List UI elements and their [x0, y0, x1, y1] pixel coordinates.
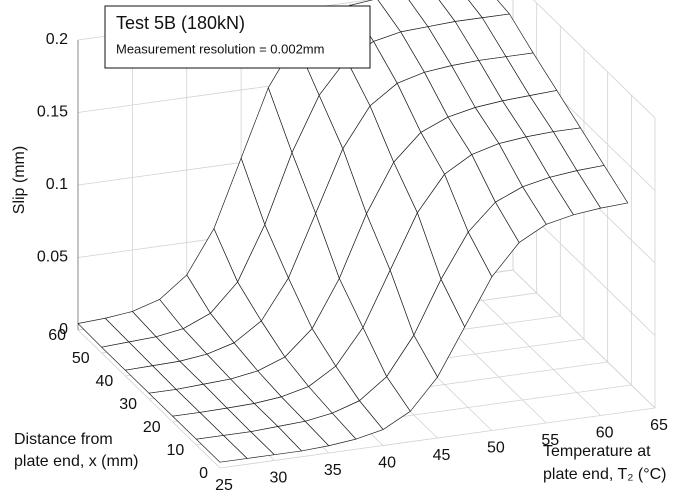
chart-title: Test 5B (180kN): [116, 13, 245, 33]
z-tick-label: 0.1: [46, 176, 68, 193]
x-tick-label: 30: [119, 396, 137, 413]
x-tick-label: 50: [72, 350, 90, 367]
grid-line: [533, 0, 656, 119]
y-tick-label: 55: [541, 432, 559, 449]
y-axis-label: plate end, T₂ (°C): [543, 466, 666, 483]
x-tick-label: 60: [48, 327, 66, 344]
title-box: [104, 5, 371, 69]
y-tick-label: 60: [596, 425, 614, 442]
x-axis-label: Distance from: [14, 431, 113, 448]
y-tick-label: 65: [650, 417, 668, 434]
chart-subtitle: Measurement resolution = 0.002mm: [116, 41, 324, 56]
y-axis-label: Temperature at: [543, 443, 651, 460]
grid-line: [219, 407, 656, 469]
z-tick-label: 0: [59, 321, 68, 338]
y-tick-label: 30: [269, 470, 287, 487]
y-tick-label: 40: [378, 455, 396, 472]
z-tick-label: 0.05: [37, 249, 68, 266]
y-tick-label: 45: [433, 447, 451, 464]
x-axis-label: plate end, x (mm): [14, 453, 138, 470]
y-tick-label: 25: [215, 477, 233, 494]
x-tick-label: 10: [167, 442, 185, 459]
x-tick-label: 0: [199, 465, 208, 482]
z-tick-label: 0.2: [46, 31, 68, 48]
grid-line: [512, 269, 656, 409]
x-tick-label: 40: [96, 373, 114, 390]
y-tick-label: 35: [324, 462, 342, 479]
x-tick-label: 20: [143, 419, 161, 436]
z-tick-label: 0.15: [37, 104, 68, 121]
y-tick-label: 50: [487, 440, 505, 457]
surface: [77, 0, 629, 463]
z-axis-label: Slip (mm): [11, 146, 28, 214]
surface-cell: [195, 435, 248, 463]
